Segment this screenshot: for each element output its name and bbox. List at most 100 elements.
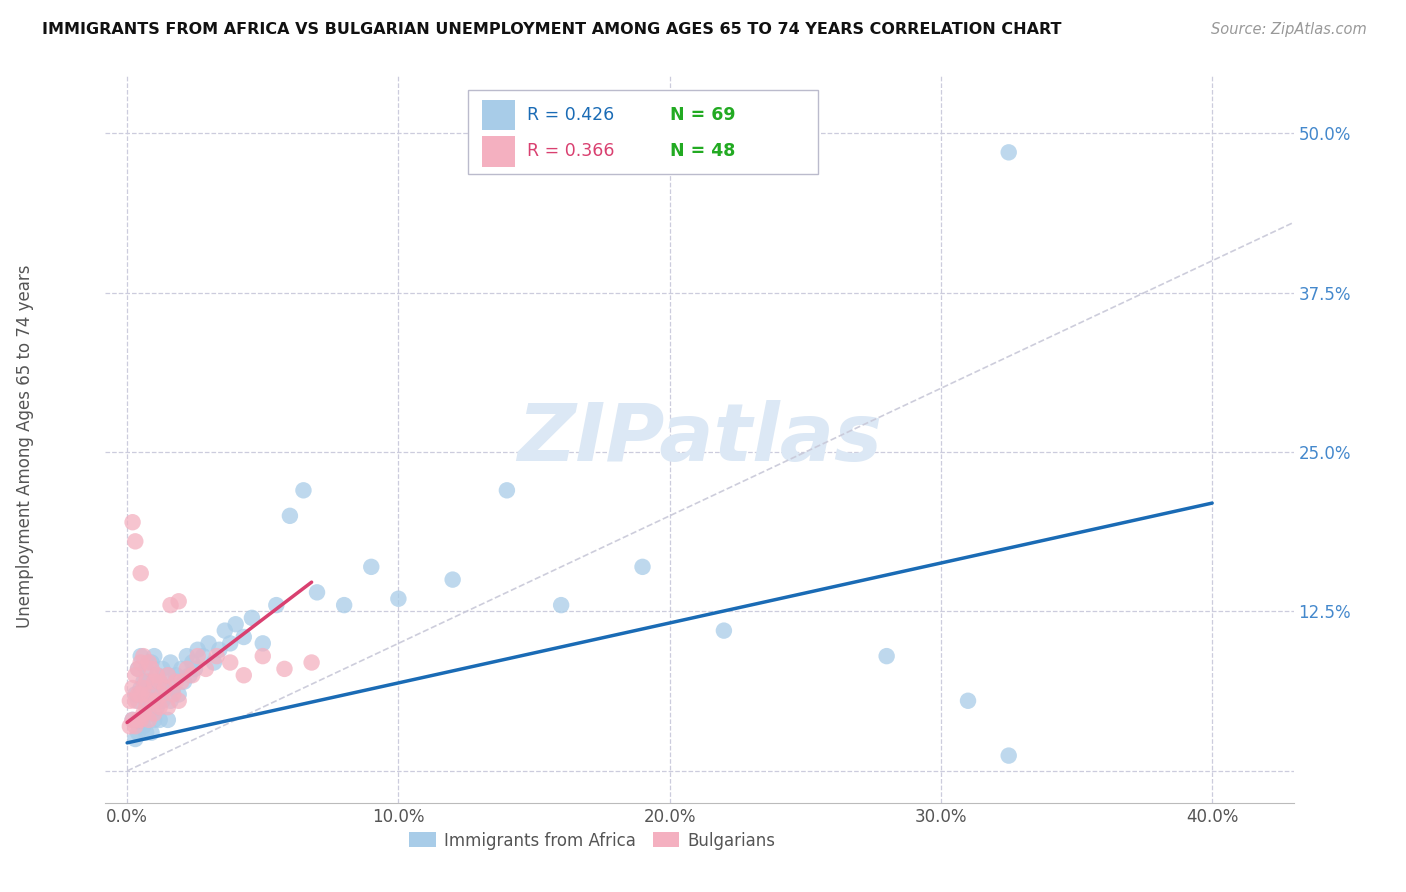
Point [121,713,143,727]
Point [219,656,242,670]
Point [360,559,382,574]
Point [170,674,193,689]
Point [273,662,295,676]
Point [252,636,274,650]
Point [152,694,174,708]
Text: N = 48: N = 48 [669,143,735,161]
Point [162,687,184,701]
Point [167,687,190,701]
Point [138,706,160,721]
Point [176,662,198,676]
Point [149,700,172,714]
Point [187,642,209,657]
Point [194,662,217,676]
Point [997,748,1019,763]
Point [129,649,152,664]
Text: ZIPatlas: ZIPatlas [517,401,882,478]
Point [135,674,157,689]
Point [333,598,356,612]
Text: Unemployment Among Ages 65 to 74 years: Unemployment Among Ages 65 to 74 years [17,264,34,628]
Point [167,594,190,608]
Point [240,611,263,625]
Bar [482,136,516,167]
Point [225,617,247,632]
Point [208,642,231,657]
Point [118,694,141,708]
Text: R = 0.426: R = 0.426 [527,106,614,124]
Point [191,649,214,664]
Point [143,713,166,727]
Point [127,694,149,708]
Point [138,656,160,670]
Point [129,566,152,581]
Point [138,687,160,701]
Point [170,662,193,676]
Point [149,674,172,689]
Text: N = 69: N = 69 [669,106,735,124]
Point [176,649,198,664]
Point [205,649,228,664]
Point [127,662,149,676]
Point [156,668,179,682]
Point [181,668,204,682]
Point [876,649,898,664]
Point [141,662,163,676]
Point [143,706,166,721]
Point [138,713,160,727]
Point [165,674,187,689]
Point [129,713,152,727]
FancyBboxPatch shape [468,90,818,174]
Bar [482,100,516,130]
Point [153,681,176,695]
Point [124,668,146,682]
Point [219,636,242,650]
Point [132,681,155,695]
Point [129,656,152,670]
Point [141,694,163,708]
Point [146,668,169,682]
Point [127,713,149,727]
Point [135,725,157,739]
Point [124,534,146,549]
Point [202,656,225,670]
Point [156,713,179,727]
Point [165,668,187,682]
Point [184,662,207,676]
Point [496,483,519,498]
Point [118,719,141,733]
Point [292,483,315,498]
Point [301,656,323,670]
Point [159,694,181,708]
Point [143,649,166,664]
Text: Source: ZipAtlas.com: Source: ZipAtlas.com [1211,22,1367,37]
Point [135,662,157,676]
Point [124,732,146,747]
Point [141,687,163,701]
Point [152,687,174,701]
Point [132,674,155,689]
Point [149,713,172,727]
Point [124,687,146,701]
Point [127,662,149,676]
Point [173,674,195,689]
Point [135,694,157,708]
Point [121,515,143,529]
Point [181,656,204,670]
Point [121,713,143,727]
Point [124,694,146,708]
Point [387,591,409,606]
Point [149,674,172,689]
Text: R = 0.366: R = 0.366 [527,143,614,161]
Point [135,700,157,714]
Point [305,585,328,599]
Point [121,681,143,695]
Point [153,681,176,695]
Point [156,700,179,714]
Point [197,636,219,650]
Point [152,662,174,676]
Point [132,706,155,721]
Point [441,573,464,587]
Point [187,649,209,664]
Point [997,145,1019,160]
Point [179,668,201,682]
